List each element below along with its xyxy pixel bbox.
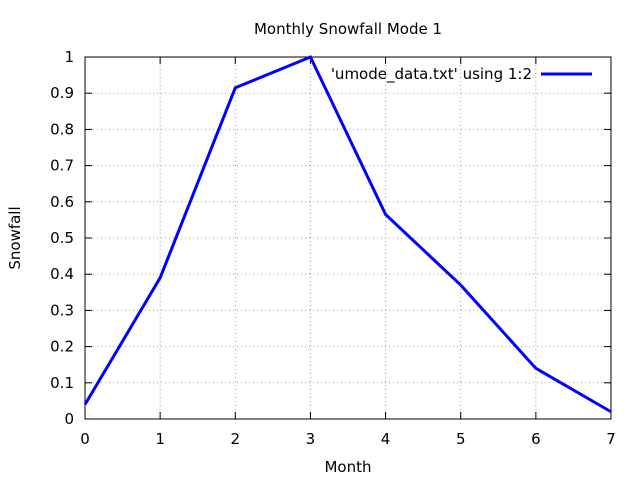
legend: 'umode_data.txt' using 1:2: [331, 65, 592, 84]
x-tick-label: 7: [606, 430, 616, 448]
legend-label: 'umode_data.txt' using 1:2: [331, 65, 532, 84]
y-tick-label: 0.7: [50, 157, 74, 175]
y-tick-label: 0.1: [50, 374, 74, 392]
y-tick-label: 1: [64, 48, 74, 66]
tick-labels: 0 1 2 3 4 5 6 7 0 0.1 0.2 0.3 0.4 0.5 0.6 0.7 0.8 0.9 1: [50, 48, 616, 448]
y-tick-label: 0.3: [50, 301, 74, 319]
series-lines: [83, 55, 612, 414]
x-tick-label: 1: [155, 430, 165, 448]
y-tick-label: 0.4: [50, 265, 74, 283]
y-tick-label: 0.2: [50, 338, 74, 356]
chart-title: Monthly Snowfall Mode 1: [254, 20, 442, 38]
x-tick-label: 3: [306, 430, 316, 448]
y-tick-label: 0.8: [50, 120, 74, 138]
grid-lines: [85, 57, 611, 419]
x-axis-title: Month: [324, 458, 371, 476]
y-tick-label: 0: [64, 410, 74, 428]
x-tick-label: 5: [456, 430, 466, 448]
x-tick-label: 2: [231, 430, 241, 448]
series-line: [83, 55, 612, 414]
x-tick-label: 6: [531, 430, 541, 448]
y-tick-label: 0.9: [50, 84, 74, 102]
y-axis-title: Snowfall: [6, 206, 24, 269]
y-tick-label: 0.6: [50, 193, 74, 211]
y-tick-label: 0.5: [50, 229, 74, 247]
x-tick-label: 4: [381, 430, 391, 448]
x-tick-label: 0: [80, 430, 90, 448]
